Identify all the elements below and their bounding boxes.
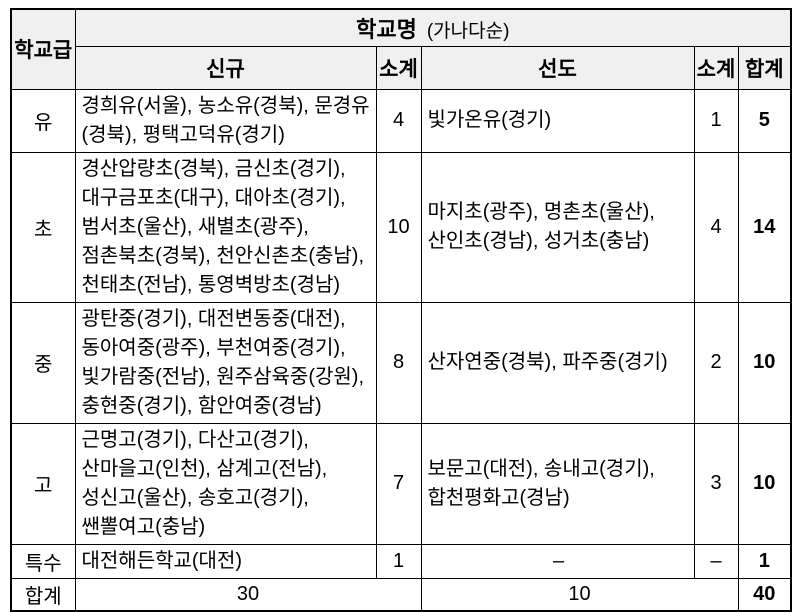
- cell-row-total: 1: [737, 543, 792, 579]
- cell-new-schools: 근명고(경기), 다산고(경기), 산마을고(인천), 삼계고(전남), 성신고…: [74, 422, 377, 545]
- header-school-level: 학교급: [10, 8, 76, 90]
- cell-new-subtotal: 10: [375, 151, 422, 303]
- table-row-middle: 중 광탄중(경기), 대전변동중(대전), 동아여중(광주), 부천여중(경기)…: [10, 301, 792, 424]
- table-row-high: 고 근명고(경기), 다산고(경기), 산마을고(인천), 삼계고(전남), 성…: [10, 422, 792, 545]
- cell-row-total: 5: [737, 88, 792, 153]
- cell-leading-subtotal: –: [693, 543, 739, 579]
- cell-leading-grand-subtotal: 10: [420, 577, 739, 612]
- cell-level: 중: [10, 301, 76, 424]
- header-subtotal-new: 소계: [375, 45, 422, 90]
- cell-row-total: 10: [737, 422, 792, 545]
- cell-new-subtotal: 7: [375, 422, 422, 545]
- cell-new-grand-subtotal: 30: [74, 577, 422, 612]
- header-leading: 선도: [420, 45, 695, 90]
- cell-new-schools: 광탄중(경기), 대전변동중(대전), 동아여중(광주), 부천여중(경기), …: [74, 301, 377, 424]
- cell-row-total: 10: [737, 301, 792, 424]
- cell-totals-label: 합계: [10, 577, 76, 612]
- cell-new-subtotal: 1: [375, 543, 422, 579]
- header-new: 신규: [74, 45, 377, 90]
- table-row-special: 특수 대전해든학교(대전) 1 – – 1: [10, 543, 792, 579]
- school-summary-table: 학교급 학교명 (가나다순) 신규 소계 선도 소계 합계 유 경희유(서울), …: [10, 8, 793, 612]
- cell-leading-subtotal: 1: [693, 88, 739, 153]
- cell-leading-schools: 마지초(광주), 명촌초(울산), 산인초(경남), 성거초(충남): [420, 151, 695, 303]
- header-row-1: 학교급 학교명 (가나다순): [10, 8, 792, 90]
- table-row-kindergarten: 유 경희유(서울), 농소유(경북), 문경유(경북), 평택고덕유(경기) 4…: [10, 88, 792, 153]
- table-row-elementary: 초 경산압량초(경북), 금신초(경기), 대구금포초(대구), 대아초(경기)…: [10, 151, 792, 303]
- school-name-order-note: (가나다순): [426, 20, 510, 42]
- cell-leading-subtotal: 4: [693, 151, 739, 303]
- cell-leading-schools: 산자연중(경북), 파주중(경기): [420, 301, 695, 424]
- header-row-2: 신규 소계 선도 소계 합계: [11, 45, 792, 90]
- header-total: 합계: [737, 45, 792, 90]
- header-subtotal-leading: 소계: [693, 45, 739, 90]
- cell-new-schools: 경산압량초(경북), 금신초(경기), 대구금포초(대구), 대아초(경기), …: [74, 151, 377, 303]
- cell-level: 특수: [10, 543, 76, 579]
- cell-new-schools: 경희유(서울), 농소유(경북), 문경유(경북), 평택고덕유(경기): [74, 88, 377, 153]
- cell-leading-subtotal: 3: [693, 422, 739, 545]
- school-name-title: 학교명: [356, 16, 417, 42]
- cell-new-schools: 대전해든학교(대전): [74, 543, 377, 579]
- totals-row: 합계 30 10 40: [10, 577, 792, 612]
- cell-leading-subtotal: 2: [693, 301, 739, 424]
- cell-row-total: 14: [737, 151, 792, 303]
- cell-leading-schools: 보문고(대전), 송내고(경기), 합천평화고(경남): [420, 422, 695, 545]
- cell-level: 유: [10, 88, 76, 153]
- cell-new-subtotal: 8: [375, 301, 422, 424]
- cell-leading-schools: –: [420, 543, 695, 579]
- cell-leading-schools: 빛가온유(경기): [420, 88, 695, 153]
- cell-level: 초: [10, 151, 76, 303]
- cell-grand-total: 40: [737, 577, 792, 612]
- cell-level: 고: [10, 422, 76, 545]
- header-school-name: 학교명 (가나다순): [74, 8, 792, 47]
- cell-new-subtotal: 4: [375, 88, 422, 153]
